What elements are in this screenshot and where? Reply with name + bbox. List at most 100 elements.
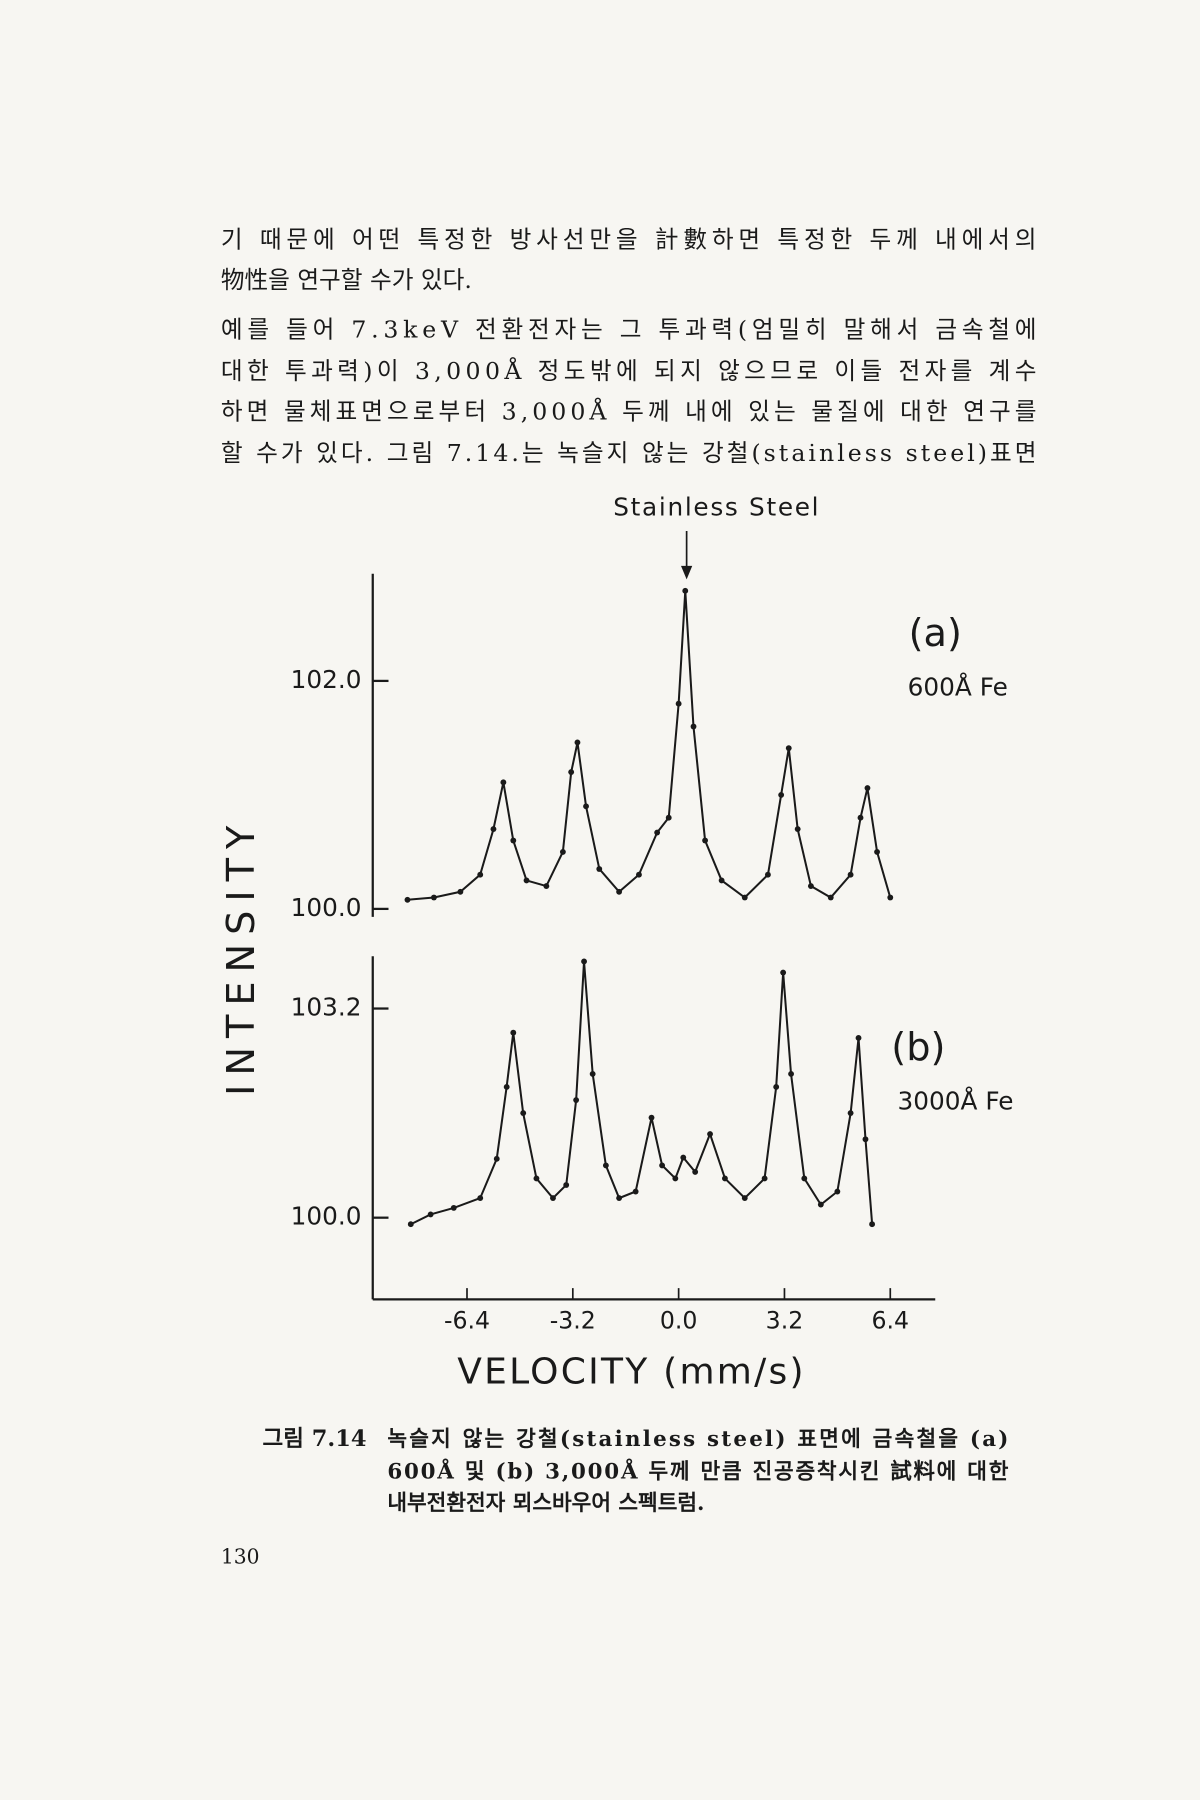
sample-label: 3000Å Fe [898,1087,1014,1116]
data-point [543,883,550,890]
data-point [654,829,661,836]
data-point [477,1195,484,1201]
data-point [559,848,566,855]
x-axis-title: VELOCITY (mm/s) [457,1352,806,1393]
x-tick-label: 3.2 [766,1306,804,1334]
data-point [807,883,814,890]
x-tick-label: -6.4 [444,1306,490,1334]
data-point [847,871,854,878]
data-point [764,871,771,878]
data-point [773,1084,780,1090]
data-point [503,1084,510,1090]
data-point [404,896,411,903]
data-point [682,587,689,594]
data-point [583,803,589,810]
y-tick-label: 103.2 [291,993,362,1022]
data-point [778,791,785,798]
y-tick-label: 100.0 [291,1202,362,1231]
data-point [874,848,880,855]
data-point [834,1188,841,1195]
caption-line: 600Å 및 (b) 3,000Å 두께 만큼 진공증착시킨 試料에 대한 [387,1458,1008,1485]
body-line: 物性을 연구할 수가 있다. [221,266,472,294]
body-line: 대한 투과력)이 3,000Å 정도밖에 되지 않으므로 이들 전자를 계수 [221,356,1037,385]
x-tick-label: 6.4 [872,1306,910,1334]
data-point [574,739,581,746]
data-point [520,1110,527,1117]
data-point [550,1195,556,1201]
data-point [785,745,792,752]
data-point [427,1211,434,1218]
panel-label: (a) [909,611,962,656]
y-axis-title: INTENSITY [219,817,264,1096]
data-point [573,1097,580,1103]
data-point [659,1162,666,1169]
caption-line: 녹슬지 않는 강철(stainless steel) 표면에 금속철을 (a) [387,1427,1008,1452]
x-tick-label: 0.0 [660,1306,698,1334]
data-point [533,1175,540,1182]
data-point [477,871,484,878]
data-point [794,826,801,833]
data-point [862,1136,869,1143]
data-point [665,814,672,821]
data-point [761,1175,768,1182]
data-point [493,1155,500,1162]
data-point [855,1035,862,1041]
data-point [741,894,748,901]
data-point [457,888,464,895]
data-point [847,1110,854,1117]
sample-label: 600Å Fe [908,673,1008,702]
data-point [510,837,517,844]
data-point [589,1070,596,1077]
data-point [817,1201,824,1208]
data-point [581,958,587,965]
data-point [690,723,697,730]
data-point [707,1131,713,1137]
data-point [632,1188,639,1195]
data-point [450,1204,457,1211]
data-point [788,1070,794,1077]
spectrum-line [410,961,874,1226]
data-point [887,894,894,901]
data-point [718,877,725,884]
data-point [500,779,507,786]
data-point [869,1221,876,1228]
data-point [568,769,575,776]
data-point [702,837,709,844]
data-point [864,785,871,791]
annotation-arrowhead [681,565,693,580]
data-point [431,894,437,901]
y-tick-label: 102.0 [291,665,362,694]
data-point [616,888,623,895]
data-point [636,871,642,878]
data-point [602,1162,609,1169]
x-tick-label: -3.2 [550,1306,596,1334]
data-point [672,1175,679,1182]
data-point [857,814,864,821]
panel-label: (b) [891,1025,945,1070]
data-point [407,1221,414,1228]
data-point [722,1175,728,1182]
caption-line: 내부전환전자 뫼스바우어 스펙트럼. [387,1491,704,1516]
body-line: 기 때문에 어떤 특정한 방사선만을 計數하면 특정한 두께 내에서의 [221,225,1037,253]
data-point [616,1195,623,1201]
data-point [523,877,530,884]
data-point [741,1195,748,1201]
body-line: 하면 물체표면으로부터 3,000Å 두께 내에 있는 물질에 대한 연구를 [221,396,1037,425]
data-point [510,1029,517,1036]
data-point [563,1182,570,1188]
data-point [648,1114,655,1121]
data-point [675,700,682,707]
body-line: 예를 들어 7.3keV 전환전자는 그 투과력(엄밀히 말해서 금속철에 [221,315,1037,343]
data-point [490,826,497,833]
annotation: Stainless Steel [613,493,820,522]
data-point [780,969,787,976]
data-point [680,1154,687,1161]
caption-label: 그림 7.14 [263,1426,367,1452]
data-point [801,1175,808,1182]
y-tick-label: 100.0 [291,893,362,922]
data-point [596,866,603,872]
data-point [692,1169,699,1175]
